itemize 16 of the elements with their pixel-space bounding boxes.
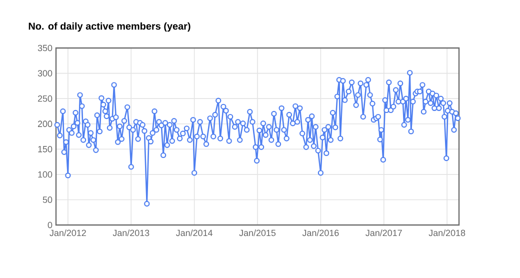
x-tick-label: Jan/2015 bbox=[239, 230, 276, 236]
y-tick-label: 50 bbox=[42, 196, 52, 203]
x-tick-label: Jan/2017 bbox=[366, 230, 402, 236]
x-tick-label: Jan/2018 bbox=[428, 230, 466, 236]
y-tick-label: 250 bbox=[38, 95, 52, 102]
y-tick-label: 150 bbox=[38, 146, 52, 152]
y-tick-label: 350 bbox=[38, 44, 52, 52]
y-tick-label: 300 bbox=[38, 70, 52, 76]
x-tick-label: Jan/2012 bbox=[50, 230, 86, 236]
y-tick-label: 100 bbox=[38, 171, 52, 178]
y-tick-label: 0 bbox=[48, 222, 52, 228]
y-tick-label: 200 bbox=[38, 120, 52, 128]
chart-title: No. of daily active members (year) bbox=[28, 22, 190, 32]
x-tick-label: Jan/2014 bbox=[176, 230, 212, 236]
x-tick-label: Jan/2013 bbox=[112, 230, 150, 236]
x-tick-label: Jan/2016 bbox=[302, 230, 339, 236]
